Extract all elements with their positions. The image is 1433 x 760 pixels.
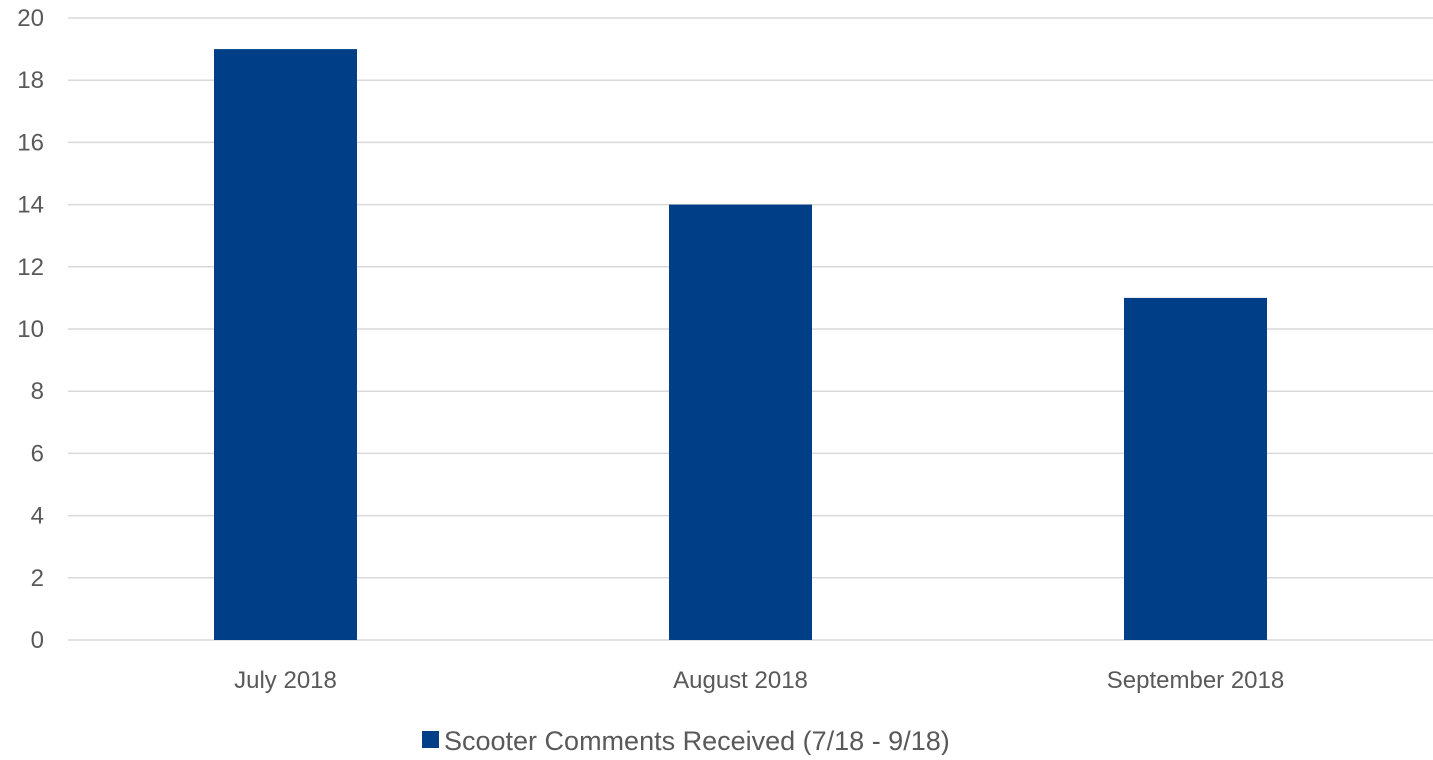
y-tick-label: 10 — [17, 316, 44, 343]
bar — [214, 49, 357, 641]
y-tick-label: 0 — [31, 627, 44, 654]
legend-swatch — [422, 731, 439, 748]
legend-label: Scooter Comments Received (7/18 - 9/18) — [444, 726, 950, 755]
y-tick-label: 6 — [31, 440, 44, 467]
y-tick-label: 4 — [31, 503, 44, 530]
y-tick-label: 12 — [17, 254, 44, 281]
y-tick-label: 8 — [31, 378, 44, 405]
y-tick-label: 14 — [17, 192, 44, 219]
legend: Scooter Comments Received (7/18 - 9/18) — [422, 726, 950, 756]
y-axis-ticks: 0 2 4 6 8 10 12 14 16 18 20 — [17, 5, 44, 654]
x-category-label: August 2018 — [673, 667, 808, 694]
y-tick-label: 2 — [31, 565, 44, 592]
bar — [669, 204, 812, 640]
bars — [214, 49, 1267, 641]
x-category-label: July 2018 — [234, 667, 337, 694]
x-category-label: September 2018 — [1107, 667, 1284, 694]
x-axis-categories: July 2018 August 2018 September 2018 — [234, 667, 1284, 694]
y-tick-label: 18 — [17, 67, 44, 94]
y-tick-label: 20 — [17, 5, 44, 32]
bar — [1124, 297, 1267, 640]
y-tick-label: 16 — [17, 129, 44, 156]
